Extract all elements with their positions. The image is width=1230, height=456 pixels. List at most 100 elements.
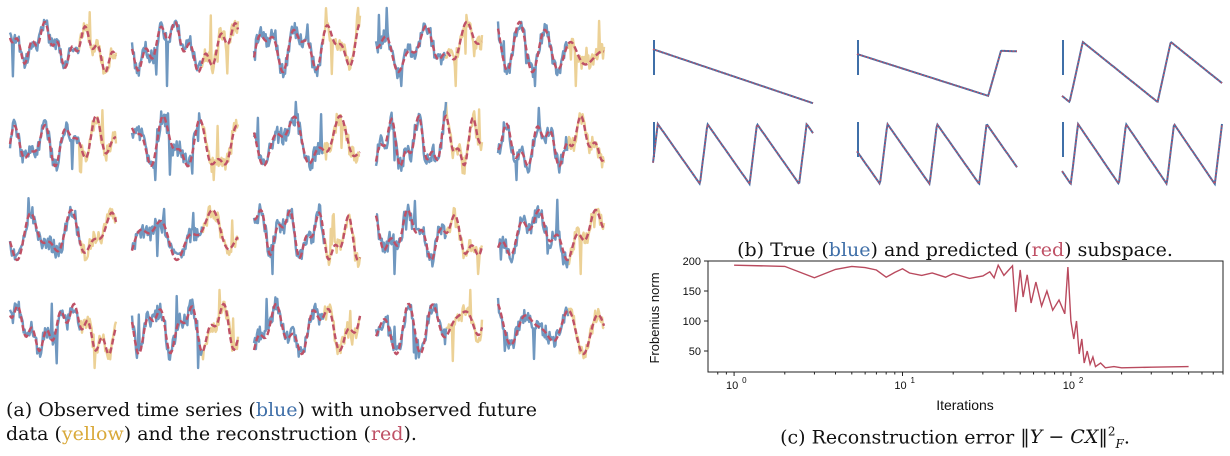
reconstruction-line [8, 302, 118, 356]
observed-data-line [374, 6, 447, 88]
true-subspace-line [1061, 121, 1223, 187]
series-panel-8 [252, 100, 361, 172]
y-tick-label: 200 [683, 256, 701, 268]
observed-data-line [252, 296, 326, 358]
true-subspace-line [856, 121, 1018, 187]
reconstruction-line [130, 302, 240, 356]
caption-a-yellow: yellow [61, 423, 124, 445]
series-panel-6 [8, 109, 118, 174]
plot-frame [707, 260, 1224, 373]
future-data-line [566, 112, 606, 169]
caption-a-red: red [370, 423, 404, 445]
subspace-panel-6 [1061, 121, 1223, 187]
x-axis-label: Iterations [936, 397, 994, 413]
reconstruction-line [374, 208, 484, 262]
x-tick-label: 10 [726, 380, 738, 392]
reconstruction-line [374, 114, 483, 168]
reconstruction-line [130, 20, 240, 74]
series-panel-17 [130, 288, 240, 370]
series-panel-16 [8, 300, 118, 370]
predicted-subspace-line [652, 48, 814, 104]
predicted-subspace-line [1061, 122, 1223, 186]
series-panel-7 [130, 110, 240, 182]
observed-data-line [374, 101, 448, 172]
subspace-panel-3 [1061, 40, 1223, 104]
reconstruction-line [496, 20, 605, 74]
observed-data-line [496, 20, 569, 88]
true-subspace-line [856, 49, 1017, 98]
caption-b-blue: blue [828, 239, 871, 261]
caption-a-blue: blue [255, 399, 298, 421]
series-panel-13 [252, 203, 362, 276]
reconstruction-line [497, 114, 606, 168]
future-data-line [565, 19, 606, 88]
future-data-line [566, 207, 606, 276]
x-tick-label: 10 [1063, 380, 1075, 392]
predicted-subspace-line [856, 122, 1018, 186]
series-panel-11 [8, 197, 118, 262]
reconstruction-line [130, 208, 239, 262]
observed-data-line [375, 199, 448, 276]
series-panel-1 [8, 11, 118, 78]
future-data-line [445, 288, 484, 363]
series-panel-10 [496, 106, 606, 182]
series-panel-2 [130, 14, 240, 88]
subspace-panel-2 [856, 40, 1017, 98]
reconstruction-line [375, 20, 483, 74]
reconstruction-line [130, 114, 240, 168]
series-panel-12 [130, 205, 240, 262]
future-data-line [78, 207, 118, 262]
future-data-line [200, 14, 240, 75]
reconstruction-line [252, 114, 361, 168]
reconstruction-line [496, 303, 606, 356]
reconstruction-line [8, 20, 118, 74]
predicted-subspace-line [652, 122, 814, 186]
caption-b-red: red [1031, 239, 1065, 261]
series-panel-3 [252, 6, 362, 79]
x-tick-exponent: 0 [742, 376, 747, 385]
observed-data-line [130, 19, 203, 88]
y-tick-label: 100 [683, 316, 701, 328]
predicted-subspace-line [856, 50, 1017, 97]
subspace-panel-4 [652, 121, 814, 187]
series-panel-19 [374, 288, 484, 363]
reconstruction-line [8, 114, 117, 168]
future-data-line [444, 13, 484, 88]
caption-b: (b) True (blue) and predicted (red) subs… [737, 239, 1173, 261]
x-tick-exponent: 2 [1079, 376, 1084, 385]
reconstruction-line [374, 302, 484, 356]
caption-c: (c) Reconstruction error ‖Y − CX‖2F. [780, 425, 1130, 452]
observed-data-line [496, 297, 570, 361]
reconstruction-line [8, 208, 118, 262]
subspace-panel-5 [856, 121, 1018, 187]
future-data-line [77, 11, 118, 75]
x-tick-label: 10 [894, 380, 906, 392]
observed-data-line [8, 18, 81, 78]
series-panel-15 [496, 198, 606, 276]
y-tick-label: 50 [689, 346, 701, 358]
true-subspace-line [1061, 40, 1223, 104]
series-panel-4 [374, 6, 484, 88]
series-panel-18 [252, 296, 362, 358]
series-panel-14 [374, 199, 484, 276]
subspace-panel-1 [652, 40, 814, 105]
future-data-line [321, 6, 362, 76]
series-panel-5 [496, 19, 606, 88]
true-subspace-line [652, 121, 814, 187]
y-axis-label: Frobenius norm [647, 272, 662, 363]
caption-c-formula: ‖Y − CX‖2F [1020, 425, 1124, 452]
reconstruction-line [252, 21, 362, 74]
series-panel-20 [496, 297, 606, 361]
reconstruction-line [253, 208, 362, 262]
observed-data-line [130, 110, 202, 182]
frobenius-norm-line [734, 263, 1189, 369]
observed-data-line [497, 198, 570, 269]
reconstruction-line [496, 208, 606, 262]
panel-b-subspace-grid [652, 40, 1223, 187]
reconstruction-line [252, 302, 362, 356]
caption-a: (a) Observed time series (blue) with uno… [6, 399, 538, 445]
predicted-subspace-line [1061, 40, 1223, 103]
